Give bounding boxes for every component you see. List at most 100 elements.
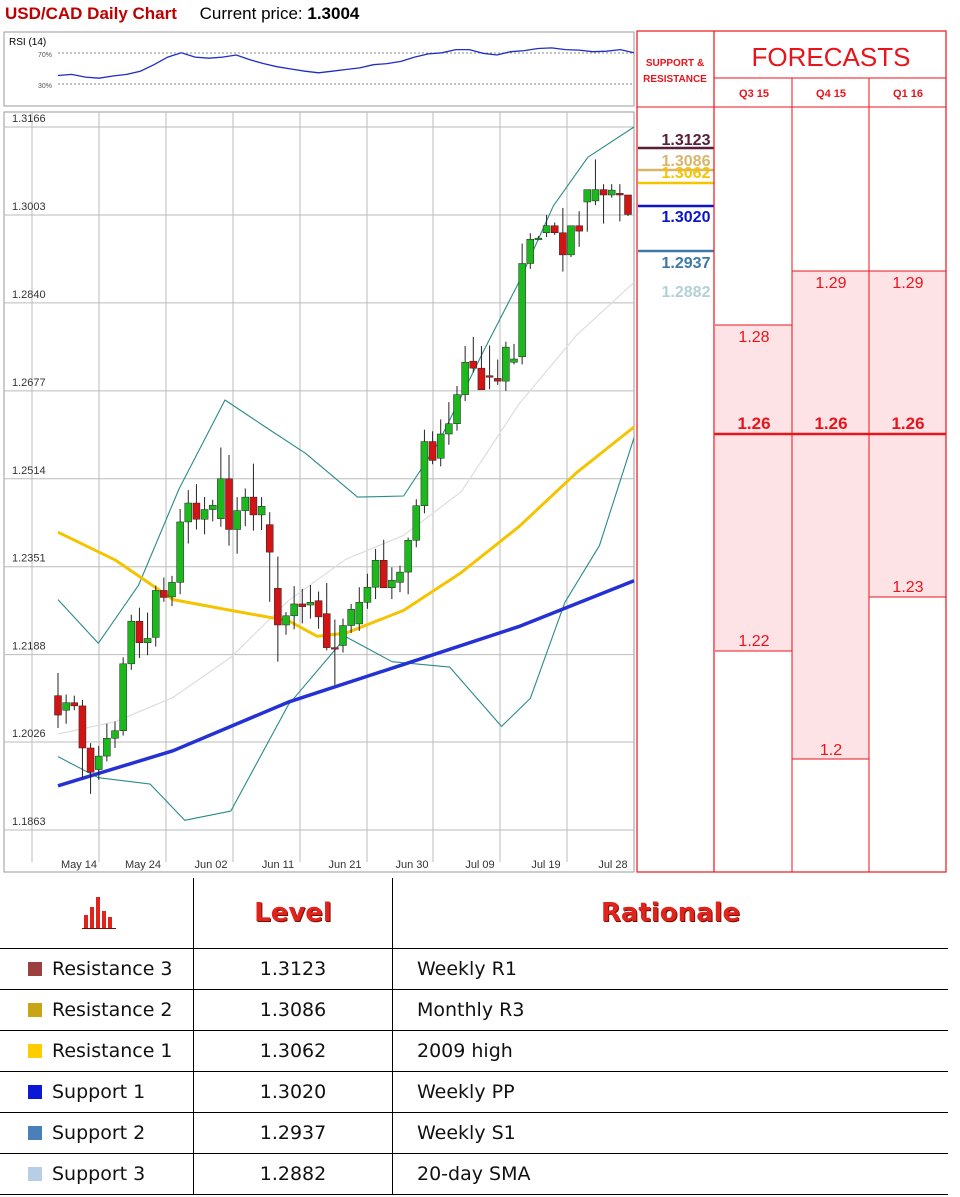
level-name: Resistance 3 bbox=[52, 958, 173, 980]
candle-body bbox=[559, 232, 567, 256]
candle-body bbox=[135, 620, 144, 644]
level-rationale: 20-day SMA bbox=[392, 1153, 948, 1195]
forecast-lower-label: 1.23 bbox=[892, 579, 923, 596]
table-row: Support 3 1.2882 20-day SMA bbox=[0, 1153, 948, 1195]
level-value: 1.3062 bbox=[193, 1030, 393, 1072]
forecast-lower-label: 1.22 bbox=[738, 633, 769, 650]
x-axis-labels: May 14 May 24 Jun 02 Jun 11 Jun 21 Jun 30 Jul … bbox=[61, 859, 628, 871]
chart-title-bar: USD/CAD Daily Chart Current price: 1.300… bbox=[5, 4, 359, 26]
candle-body bbox=[331, 647, 339, 650]
y-tick-label: 1.2188 bbox=[12, 641, 46, 653]
candle-body bbox=[217, 478, 225, 519]
x-tick-label: Jul 09 bbox=[465, 859, 494, 871]
sr-label: 1.3020 bbox=[662, 209, 711, 226]
candle-body bbox=[404, 540, 412, 573]
level-header: Level bbox=[254, 898, 332, 928]
y-tick-label: 1.3003 bbox=[12, 201, 46, 213]
candle-body bbox=[624, 194, 632, 215]
table-row: Resistance 2 1.3086 Monthly R3 bbox=[0, 989, 948, 1031]
y-tick-label: 1.3166 bbox=[12, 113, 46, 125]
candle-body bbox=[298, 603, 307, 607]
forecast-base-label: 1.26 bbox=[891, 414, 924, 433]
level-rationale: Weekly PP bbox=[392, 1071, 948, 1113]
forecast-fill-q4-lower bbox=[792, 435, 869, 759]
x-tick-label: May 24 bbox=[125, 859, 161, 871]
candle-body bbox=[127, 620, 136, 665]
level-name: Support 1 bbox=[52, 1081, 146, 1103]
sr-title-2: RESISTANCE bbox=[643, 74, 707, 85]
candle-body bbox=[591, 189, 600, 202]
table-row: Support 1 1.3020 Weekly PP bbox=[0, 1071, 948, 1113]
candle-body bbox=[94, 755, 103, 770]
candle-body bbox=[249, 496, 258, 516]
candle-body bbox=[143, 638, 152, 644]
candle-body bbox=[526, 238, 535, 264]
candle-body bbox=[103, 738, 111, 757]
candle-body bbox=[542, 225, 551, 233]
sr-title-1: SUPPORT & bbox=[646, 58, 704, 69]
candle-body bbox=[445, 423, 453, 435]
level-value: 1.3020 bbox=[193, 1071, 393, 1113]
forecast-lower-label: 1.2 bbox=[820, 742, 842, 759]
candle-body bbox=[412, 505, 421, 541]
level-rationale: 2009 high bbox=[392, 1030, 948, 1072]
candle-body bbox=[502, 346, 510, 382]
x-tick-label: Jun 11 bbox=[262, 859, 294, 871]
candle-body bbox=[192, 502, 201, 520]
candle-body bbox=[265, 524, 274, 553]
y-tick-label: 1.2514 bbox=[12, 465, 46, 477]
candle-body bbox=[371, 559, 380, 588]
sr-label: 1.3086 bbox=[662, 153, 711, 170]
candle-body bbox=[225, 478, 233, 530]
rsi-level-30: 30% bbox=[38, 83, 52, 90]
color-swatch bbox=[28, 962, 42, 976]
candle-body bbox=[493, 378, 502, 382]
sr-label: 1.3062 bbox=[662, 165, 711, 182]
forecast-column-q3: Q3 15 bbox=[739, 88, 769, 100]
y-axis-labels: 1.3166 1.3003 1.2840 1.2677 1.2514 1.2351 1.21… bbox=[12, 113, 46, 828]
candle-body bbox=[111, 730, 119, 739]
candle-body bbox=[119, 663, 127, 731]
level-name: Support 2 bbox=[52, 1122, 146, 1144]
candle-body bbox=[233, 510, 241, 530]
candle-body bbox=[453, 394, 461, 424]
rsi-level-70: 70% bbox=[38, 52, 52, 59]
candle-body bbox=[200, 509, 209, 520]
candle-body bbox=[363, 586, 372, 603]
candle-body bbox=[567, 225, 575, 256]
x-tick-label: Jul 28 bbox=[598, 859, 627, 871]
color-swatch bbox=[28, 1126, 42, 1140]
candle-body bbox=[54, 695, 62, 716]
table-row: Resistance 3 1.3123 Weekly R1 bbox=[0, 948, 948, 990]
table-row: Support 2 1.2937 Weekly S1 bbox=[0, 1112, 948, 1154]
price-label: Current price: bbox=[199, 4, 303, 23]
rsi-panel bbox=[3, 31, 635, 107]
sr-lines bbox=[638, 146, 714, 253]
y-tick-label: 1.2677 bbox=[12, 377, 46, 389]
level-name: Resistance 1 bbox=[52, 1040, 173, 1062]
rationale-header: Rationale bbox=[600, 898, 741, 928]
candle-body bbox=[274, 588, 282, 626]
candle-body bbox=[282, 615, 290, 626]
level-name: Support 3 bbox=[52, 1163, 146, 1185]
candle-body bbox=[160, 590, 168, 598]
candle-body bbox=[379, 559, 388, 589]
candle-body bbox=[469, 360, 478, 369]
candle-body bbox=[485, 375, 494, 378]
candle-body bbox=[290, 603, 298, 617]
candle-body bbox=[62, 702, 70, 711]
forecast-fill-q1-lower bbox=[869, 435, 946, 597]
candle-body bbox=[241, 496, 250, 511]
color-swatch bbox=[28, 1044, 42, 1058]
x-tick-label: Jun 21 bbox=[328, 859, 361, 871]
candle-body bbox=[70, 702, 79, 707]
forecast-upper-label: 1.29 bbox=[892, 275, 923, 292]
forecast-upper-label: 1.28 bbox=[738, 329, 769, 346]
table-row: Resistance 1 1.3062 2009 high bbox=[0, 1030, 948, 1072]
level-rationale: Weekly S1 bbox=[392, 1112, 948, 1154]
level-rationale: Weekly R1 bbox=[392, 948, 948, 990]
candle-body bbox=[599, 189, 608, 196]
candle-body bbox=[78, 705, 87, 749]
level-value: 1.3086 bbox=[193, 989, 393, 1031]
level-value: 1.2937 bbox=[193, 1112, 393, 1154]
